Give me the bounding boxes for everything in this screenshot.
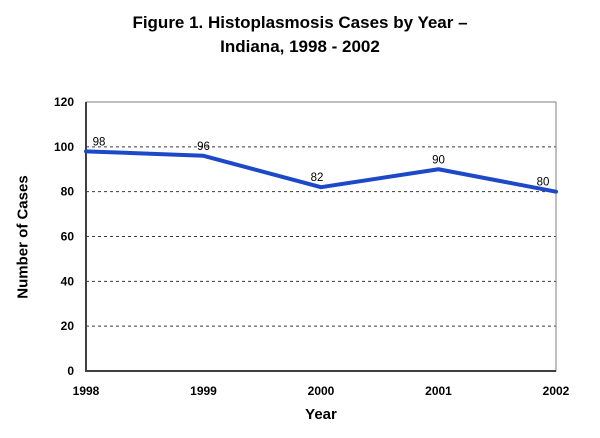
- x-tick-label: 1998: [73, 384, 100, 398]
- x-tick-label: 2000: [308, 384, 335, 398]
- data-point-label: 90: [432, 154, 445, 166]
- chart-title-line-2: Indiana, 1998 - 2002: [220, 37, 380, 56]
- y-tick-label: 80: [61, 185, 75, 199]
- x-tick-label: 2001: [425, 384, 452, 398]
- chart-title: Figure 1. Histoplasmosis Cases by Year –…: [0, 11, 600, 59]
- data-point-label: 98: [93, 136, 106, 148]
- data-line-series: [84, 149, 558, 194]
- y-tick-label: 120: [54, 95, 74, 109]
- data-point-label: 80: [537, 177, 550, 189]
- data-point-label: 96: [197, 141, 210, 153]
- y-tick-label: 20: [61, 319, 75, 333]
- y-tick-label: 40: [61, 274, 75, 288]
- x-tick-label: 2002: [543, 384, 570, 398]
- data-point-label: 82: [311, 172, 324, 184]
- chart-title-line-1: Figure 1. Histoplasmosis Cases by Year –: [132, 13, 468, 32]
- y-tick-label: 0: [67, 364, 74, 378]
- x-tick-label: 1999: [190, 384, 217, 398]
- x-axis-title: Year: [305, 406, 337, 423]
- y-tick-label: 100: [54, 140, 74, 154]
- y-tick-label: 60: [61, 230, 75, 244]
